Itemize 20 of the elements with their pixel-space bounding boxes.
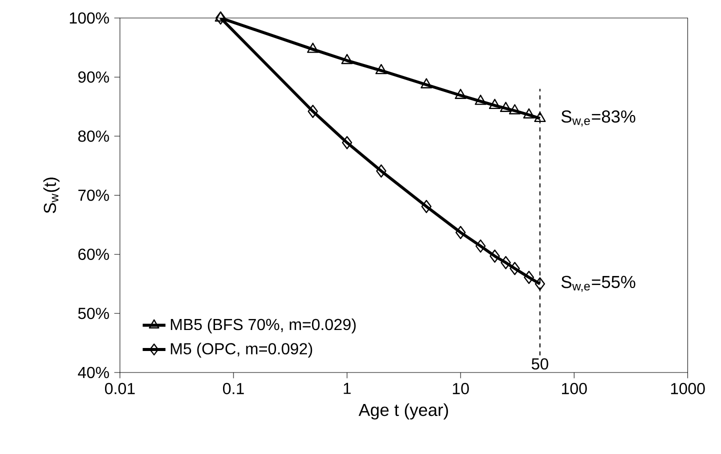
x-axis-title: Age t (year)	[358, 403, 448, 420]
y-axis-title: S$_{w}$(t)	[43, 178, 60, 214]
x-tick-label: 0.01	[105, 382, 135, 394]
y-tick-label: 40%	[78, 366, 109, 378]
legend-label: M5 (OPC, m=0.092)	[170, 342, 312, 358]
y-tick-label: 100%	[70, 12, 109, 24]
ref-line-label: 50	[532, 358, 548, 370]
legend-label: MB5 (BFS 70%, m=0.029)	[170, 318, 356, 334]
y-tick-label: 70%	[78, 190, 109, 201]
annotation: S$_{w,e}$=83%	[561, 110, 636, 127]
x-tick-label: 0.1	[223, 382, 244, 394]
x-tick-label: 1000	[671, 382, 705, 394]
y-tick-label: 60%	[78, 248, 109, 260]
y-tick-label: 50%	[78, 308, 109, 320]
x-tick-label: 10	[452, 382, 469, 394]
x-tick-label: 100	[562, 382, 587, 394]
x-tick-label: 1	[344, 383, 351, 394]
y-tick-label: 80%	[78, 130, 109, 142]
annotation: S$_{w,e}$=55%	[561, 276, 636, 292]
y-tick-label: 90%	[78, 72, 109, 83]
